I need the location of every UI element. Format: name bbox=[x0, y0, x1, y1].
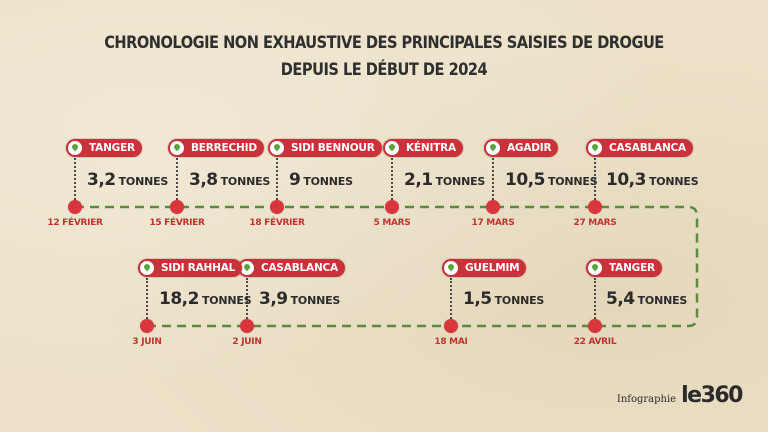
amount-value: 9 bbox=[289, 170, 301, 190]
location-pin-icon bbox=[588, 141, 602, 155]
date-label: 5 MARS bbox=[373, 218, 411, 228]
timeline-dot bbox=[444, 319, 458, 333]
location-pin-icon bbox=[588, 261, 602, 275]
amount-unit: TONNES bbox=[201, 294, 252, 307]
location-pin-icon bbox=[140, 261, 154, 275]
amount: 3,8 TONNES bbox=[189, 170, 270, 190]
city-label: CASABLANCA bbox=[261, 262, 338, 274]
city-label: TANGER bbox=[89, 142, 135, 154]
amount-value: 10,5 bbox=[505, 170, 545, 190]
timeline-dot bbox=[588, 319, 602, 333]
amount-value: 2,1 bbox=[404, 170, 433, 190]
date-label: 22 AVRIL bbox=[573, 337, 617, 347]
city-pill: BERRECHID bbox=[168, 139, 264, 157]
amount: 5,4 TONNES bbox=[606, 289, 687, 309]
amount-value: 18,2 bbox=[159, 289, 199, 309]
amount: 1,5 TONNES bbox=[463, 289, 544, 309]
amount: 10,5 TONNES bbox=[505, 170, 598, 190]
city-pill: SIDI RAHHAL bbox=[138, 259, 243, 277]
city-label: SIDI RAHHAL bbox=[161, 262, 236, 274]
timeline-dot bbox=[140, 319, 154, 333]
date-label: 2 JUIN bbox=[232, 337, 262, 347]
amount-unit: TONNES bbox=[220, 175, 271, 188]
city-pill: CASABLANCA bbox=[238, 259, 345, 277]
amount-value: 3,2 bbox=[87, 170, 116, 190]
city-pill: SIDI BENNOUR bbox=[268, 139, 382, 157]
amount-value: 1,5 bbox=[463, 289, 492, 309]
amount-unit: TONNES bbox=[637, 294, 688, 307]
amount-unit: TONNES bbox=[435, 175, 486, 188]
timeline-dot bbox=[385, 200, 399, 214]
stem bbox=[391, 158, 393, 200]
timeline-dot bbox=[588, 200, 602, 214]
city-pill: AGADIR bbox=[484, 139, 559, 157]
amount-unit: TONNES bbox=[494, 294, 545, 307]
location-pin-icon bbox=[68, 141, 82, 155]
city-label: CASABLANCA bbox=[609, 142, 686, 154]
stem bbox=[594, 278, 596, 319]
title-line-2: DEPUIS LE DÉBUT DE 2024 bbox=[280, 60, 488, 80]
stem bbox=[492, 158, 494, 200]
title-line-1: CHRONOLOGIE NON EXHAUSTIVE DES PRINCIPAL… bbox=[104, 33, 664, 53]
date-label: 3 JUIN bbox=[132, 337, 162, 347]
amount-value: 3,8 bbox=[189, 170, 218, 190]
location-pin-icon bbox=[170, 141, 184, 155]
amount-value: 3,9 bbox=[259, 289, 288, 309]
stem bbox=[246, 278, 248, 319]
amount-unit: TONNES bbox=[118, 175, 169, 188]
amount: 3,2 TONNES bbox=[87, 170, 168, 190]
credit-label: Infographie bbox=[616, 394, 677, 405]
date-label: 18 MAI bbox=[434, 337, 468, 347]
city-label: BERRECHID bbox=[191, 142, 257, 154]
city-pill: CASABLANCA bbox=[586, 139, 693, 157]
chart-title: CHRONOLOGIE NON EXHAUSTIVE DES PRINCIPAL… bbox=[54, 30, 714, 84]
amount-unit: TONNES bbox=[290, 294, 341, 307]
city-pill: TANGER bbox=[66, 139, 142, 157]
timeline-dot bbox=[486, 200, 500, 214]
city-pill: TANGER bbox=[586, 259, 662, 277]
timeline-dot bbox=[240, 319, 254, 333]
amount: 2,1 TONNES bbox=[404, 170, 485, 190]
timeline-dot bbox=[170, 200, 184, 214]
city-label: AGADIR bbox=[507, 142, 552, 154]
amount-value: 5,4 bbox=[606, 289, 635, 309]
amount: 18,2 TONNES bbox=[159, 289, 252, 309]
amount-value: 10,3 bbox=[606, 170, 646, 190]
amount: 3,9 TONNES bbox=[259, 289, 340, 309]
timeline-dot bbox=[270, 200, 284, 214]
amount-unit: TONNES bbox=[547, 175, 598, 188]
city-label: KÉNITRA bbox=[406, 142, 456, 154]
date-label: 15 FÉVRIER bbox=[149, 218, 205, 228]
city-pill: GUELMIM bbox=[442, 259, 527, 277]
stem bbox=[74, 158, 76, 200]
city-label: GUELMIM bbox=[465, 262, 520, 274]
location-pin-icon bbox=[385, 141, 399, 155]
amount: 10,3 TONNES bbox=[606, 170, 699, 190]
timeline-dashed-line bbox=[75, 205, 699, 328]
stem bbox=[450, 278, 452, 319]
amount-unit: TONNES bbox=[303, 175, 353, 188]
le360-logo: le360 bbox=[681, 383, 743, 408]
date-label: 27 MARS bbox=[573, 218, 617, 228]
stem bbox=[176, 158, 178, 200]
date-label: 18 FÉVRIER bbox=[249, 218, 305, 228]
city-label: TANGER bbox=[609, 262, 655, 274]
location-pin-icon bbox=[444, 261, 458, 275]
date-label: 12 FÉVRIER bbox=[47, 218, 103, 228]
amount: 9 TONNES bbox=[289, 170, 353, 190]
credit: Infographie le360 bbox=[616, 383, 744, 408]
amount-unit: TONNES bbox=[648, 175, 699, 188]
stem bbox=[146, 278, 148, 319]
location-pin-icon bbox=[240, 261, 254, 275]
stem bbox=[276, 158, 278, 200]
timeline-dot bbox=[68, 200, 82, 214]
city-pill: KÉNITRA bbox=[383, 139, 463, 157]
stem bbox=[594, 158, 596, 200]
date-label: 17 MARS bbox=[471, 218, 515, 228]
location-pin-icon bbox=[486, 141, 500, 155]
city-label: SIDI BENNOUR bbox=[291, 142, 375, 154]
location-pin-icon bbox=[270, 141, 284, 155]
